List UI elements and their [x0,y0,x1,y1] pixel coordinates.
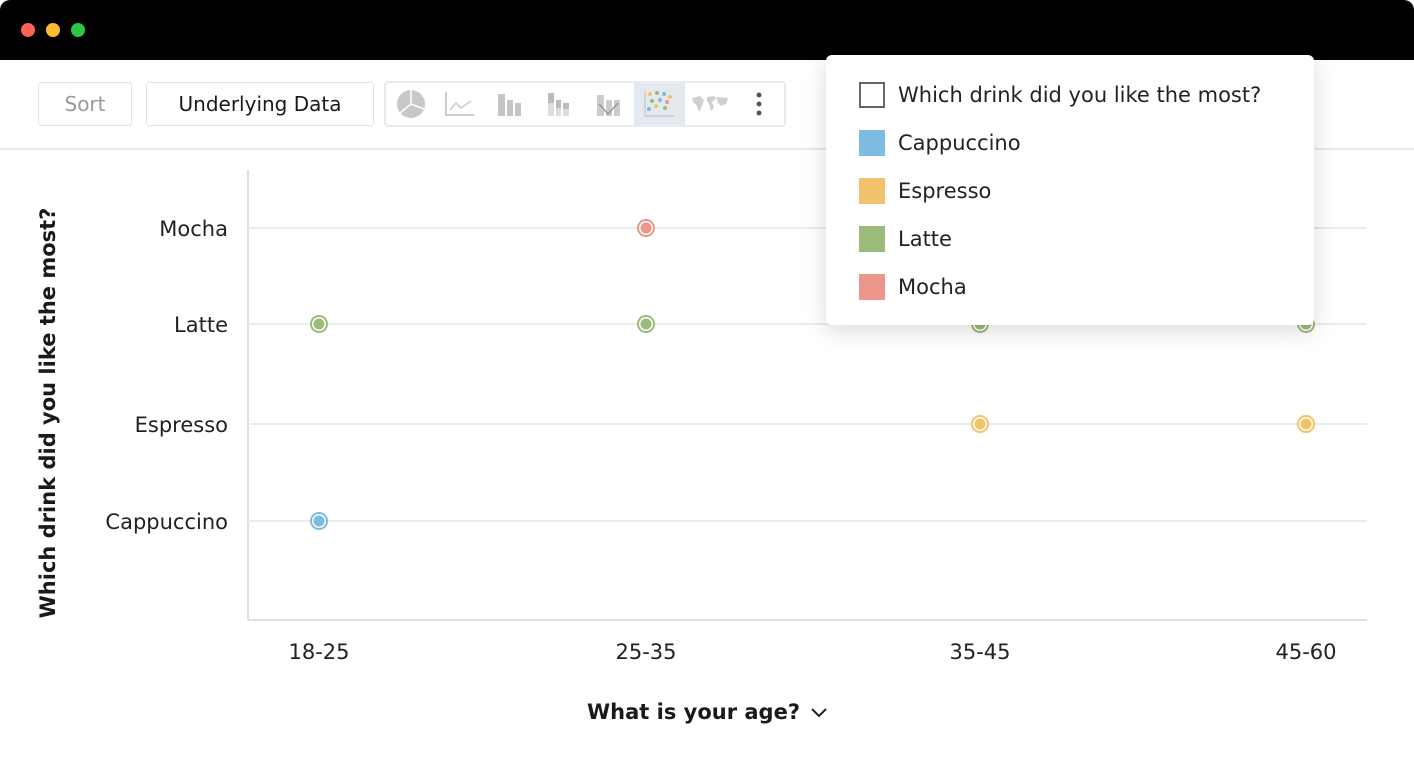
sort-button[interactable]: Sort [38,82,132,126]
legend-label: Espresso [898,179,992,203]
x-tick-label: 18-25 [288,640,349,664]
legend-label: Cappuccino [898,131,1021,155]
legend-select-all[interactable]: Which drink did you like the most? [859,82,1261,108]
legend-label: Latte [898,227,952,251]
y-tick-label: Espresso [135,413,228,437]
data-point-mocha[interactable] [637,219,655,237]
bar-chart-icon[interactable] [485,83,535,125]
legend-swatch [859,274,885,300]
legend-swatch [859,178,885,204]
y-tick-label: Latte [174,313,228,337]
minimize-window-button[interactable] [46,23,60,37]
maximize-window-button[interactable] [71,23,85,37]
x-tick-label: 35-45 [949,640,1010,664]
checkbox[interactable] [859,82,885,108]
legend-item-mocha[interactable]: Mocha [859,274,967,300]
legend-title: Which drink did you like the most? [898,83,1262,107]
x-axis-title[interactable]: What is your age? [587,700,801,724]
legend-label: Mocha [898,275,967,299]
window-titlebar [0,0,1414,60]
chart-type-toolbar [384,81,786,127]
y-tick-label: Cappuccino [105,510,228,534]
chevron-down-icon[interactable] [810,704,828,723]
legend-swatch [859,226,885,252]
data-point-latte[interactable] [310,315,328,333]
close-window-button[interactable] [21,23,35,37]
legend-swatch [859,130,885,156]
combo-chart-icon[interactable] [584,83,634,125]
underlying-data-button[interactable]: Underlying Data [146,82,374,126]
scatter-chart-icon[interactable] [633,83,685,125]
legend-item-cappuccino[interactable]: Cappuccino [859,130,1021,156]
pie-chart-icon[interactable] [386,83,436,125]
data-point-cappuccino[interactable] [310,512,328,530]
y-axis-title: Which drink did you like the most? [36,207,60,619]
stacked-bar-icon[interactable] [535,83,585,125]
more-icon[interactable] [734,83,784,125]
x-tick-label: 25-35 [615,640,676,664]
data-point-espresso[interactable] [971,415,989,433]
legend-item-espresso[interactable]: Espresso [859,178,991,204]
map-chart-icon[interactable] [685,83,735,125]
data-point-latte[interactable] [637,315,655,333]
x-tick-label: 45-60 [1275,640,1336,664]
y-tick-label: Mocha [159,217,228,241]
legend-popup: Which drink did you like the most? Cappu… [826,55,1314,325]
data-point-espresso[interactable] [1297,415,1315,433]
line-chart-icon[interactable] [436,83,486,125]
legend-item-latte[interactable]: Latte [859,226,952,252]
toolbar-divider [0,148,1414,150]
